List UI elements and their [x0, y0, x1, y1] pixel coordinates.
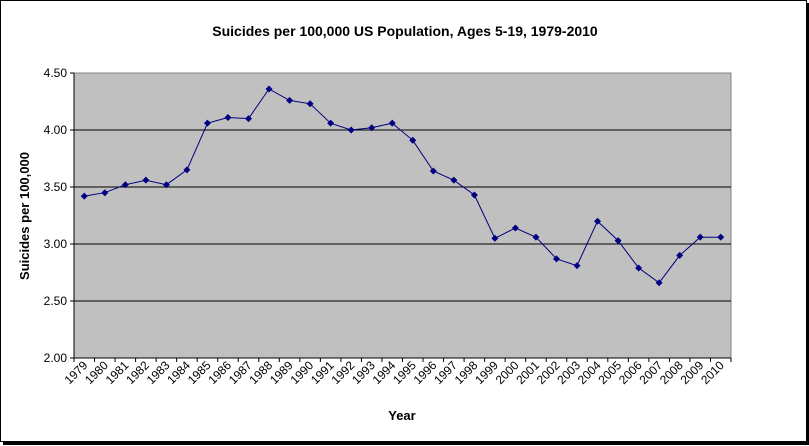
y-tick-label: 4.00	[44, 123, 68, 137]
data-point-1984	[183, 166, 191, 174]
data-point-1988	[265, 85, 273, 93]
data-point-1980	[101, 189, 109, 197]
y-axis-ticks: 2.00 2.50 3.00 3.50 4.00 4.50	[44, 66, 74, 365]
data-point-2002	[552, 255, 560, 263]
y-tick-label: 2.00	[44, 351, 68, 365]
data-point-1991	[327, 119, 335, 127]
y-tick-label: 3.00	[44, 237, 68, 251]
data-point-1995	[409, 136, 417, 144]
data-point-1989	[286, 96, 294, 104]
data-point-1981	[121, 181, 129, 189]
data-point-1998	[470, 191, 478, 199]
x-tick-label: 2010	[698, 358, 727, 387]
data-point-1997	[450, 176, 458, 184]
data-point-1986	[224, 113, 232, 121]
data-point-1996	[429, 167, 437, 175]
data-point-2005	[614, 237, 622, 245]
data-point-2003	[573, 262, 581, 270]
data-markers	[80, 85, 725, 287]
data-point-1993	[368, 124, 376, 132]
data-point-1983	[162, 181, 170, 189]
y-tick-label: 2.50	[44, 294, 68, 308]
series-line	[84, 88, 721, 284]
y-tick-label: 4.50	[44, 66, 68, 80]
data-point-1987	[245, 115, 253, 123]
data-point-2001	[532, 233, 540, 241]
data-point-2006	[635, 264, 643, 272]
data-point-1994	[388, 119, 396, 127]
data-point-1979	[80, 192, 88, 200]
data-point-1982	[142, 176, 150, 184]
data-point-2010	[717, 233, 725, 241]
x-axis-ticks: 1979198019811982198319841985198619871988…	[62, 358, 732, 387]
data-point-2000	[511, 224, 519, 232]
data-point-2004	[594, 217, 602, 225]
data-point-1992	[347, 126, 355, 134]
y-axis-title: Suicides per 100,000	[17, 152, 32, 280]
data-point-1990	[306, 100, 314, 108]
plot-area	[73, 72, 732, 359]
data-point-2007	[655, 279, 663, 287]
data-point-1999	[491, 234, 499, 242]
data-point-2009	[696, 233, 704, 241]
x-axis-title: Year	[388, 408, 415, 423]
chart-title: Suicides per 100,000 US Population, Ages…	[212, 23, 598, 39]
y-tick-label: 3.50	[44, 180, 68, 194]
data-point-2008	[676, 251, 684, 259]
data-point-1985	[203, 119, 211, 127]
